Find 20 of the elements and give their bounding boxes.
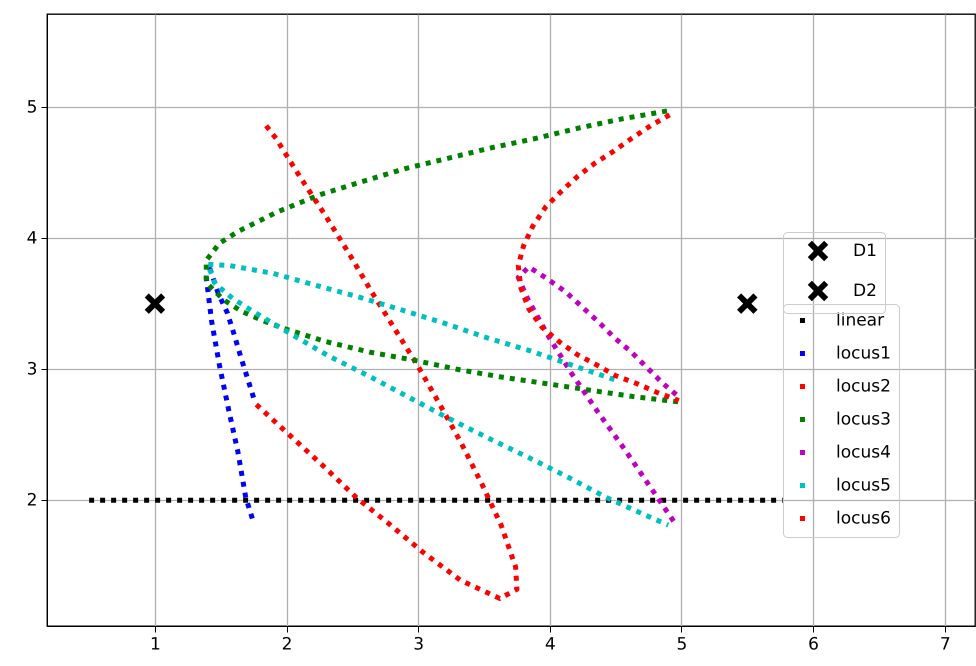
legend-label: locus1 (836, 344, 891, 364)
x-tick-label: 3 (413, 634, 424, 654)
legend-label: locus2 (836, 376, 891, 396)
x-tick-label: 4 (544, 634, 556, 654)
x-tick-label: 5 (676, 634, 688, 654)
legend-label: locus3 (836, 410, 891, 430)
y-tick-label: 5 (26, 98, 38, 118)
legend-label: locus4 (836, 442, 891, 462)
x-tick-label: 7 (940, 634, 951, 654)
legend-label: D1 (853, 241, 877, 261)
legend-label: locus6 (836, 508, 891, 528)
y-tick-label: 4 (26, 228, 38, 249)
y-tick-label: 2 (26, 490, 38, 511)
y-tick-label: 3 (26, 360, 38, 380)
x-tick-label: 2 (282, 634, 292, 654)
x-tick-label: 6 (808, 634, 820, 654)
legend-label: D2 (853, 281, 877, 301)
legend-label: linear (836, 310, 884, 330)
x-tick-label: 1 (150, 634, 161, 654)
legend-label: locus5 (836, 476, 891, 496)
